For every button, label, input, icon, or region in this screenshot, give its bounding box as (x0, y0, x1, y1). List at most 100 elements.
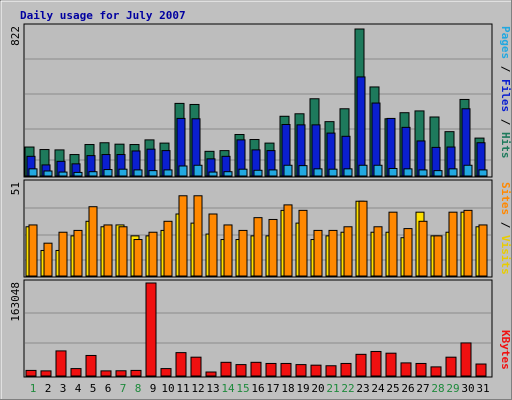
x-tick-label: 8 (135, 382, 142, 395)
bar-sites: Sites 5: 38 (88, 206, 98, 277)
bar-pages: Pages 29: 40 (448, 168, 458, 177)
legend-pages: Pages (499, 26, 512, 59)
bar-sites: Sites 28: 22 (433, 235, 443, 277)
bar-kbytes: KBytes 28: 16000 (430, 366, 442, 377)
bar-kbytes: KBytes 25: 40000 (385, 352, 397, 377)
chart-title: Daily usage for July 2007 (20, 9, 186, 22)
bar-sites: Sites 18: 39 (283, 204, 293, 277)
bar-pages: Pages 30: 60 (463, 164, 473, 177)
x-tick-label: 31 (476, 382, 489, 395)
x-tick-label: 5 (90, 382, 97, 395)
bar-pages: Pages 8: 34 (133, 169, 143, 177)
bar-kbytes: KBytes 16: 24000 (250, 361, 262, 377)
x-tick-label: 14 (221, 382, 235, 395)
bar-sites: Sites 16: 32 (253, 217, 263, 277)
bar-kbytes: KBytes 13: 7000 (205, 371, 217, 377)
bar-sites: Sites 14: 28 (223, 224, 233, 277)
bar-pages: Pages 23: 60 (358, 164, 368, 177)
x-tick-label: 11 (176, 382, 189, 395)
bar-kbytes: KBytes 31: 21000 (475, 363, 487, 377)
x-tick-label: 6 (105, 382, 112, 395)
bar-pages: Pages 4: 20 (73, 171, 83, 177)
bar-sites: Sites 27: 30 (418, 220, 428, 277)
bar-pages: Pages 31: 34 (478, 169, 488, 177)
legend-sites-visits: Sites / Visits (499, 182, 512, 275)
legend-sites: Sites (499, 182, 512, 215)
bar-sites: Sites 24: 27 (373, 226, 383, 277)
bar-kbytes: KBytes 9: 163048 (145, 282, 157, 377)
bar-sites: Sites 12: 44 (193, 195, 203, 277)
bar-kbytes: KBytes 5: 36000 (85, 354, 97, 377)
bar-sites: Sites 30: 36 (463, 209, 473, 277)
legend-kbytes-label: KBytes (499, 330, 512, 370)
bar-pages: Pages 25: 42 (388, 167, 398, 177)
bar-pages: Pages 15: 38 (238, 168, 248, 177)
bar-sites: Sites 9: 24 (148, 231, 158, 277)
bar-sites: Sites 31: 28 (478, 224, 488, 277)
bar-kbytes: KBytes 12: 33000 (190, 356, 202, 377)
x-tick-label: 7 (120, 382, 127, 395)
bar-sites: Sites 26: 26 (403, 228, 413, 277)
bar-pages: Pages 19: 58 (298, 165, 308, 177)
bar-sites: Sites 4: 25 (73, 229, 83, 277)
bar-pages: Pages 22: 40 (343, 168, 353, 177)
bar-pages: Pages 10: 34 (163, 169, 173, 177)
bar-files: Files 25: 322 (386, 117, 396, 177)
bar-pages: Pages 1: 40 (28, 168, 38, 177)
bar-kbytes: KBytes 6: 9000 (100, 370, 112, 377)
bar-pages: Pages 20: 40 (313, 168, 323, 177)
x-tick-label: 21 (326, 382, 339, 395)
bar-pages: Pages 24: 60 (373, 164, 383, 177)
legend-hits: Hits (499, 132, 512, 159)
bar-kbytes: KBytes 17: 22000 (265, 362, 277, 377)
legend-visits: Visits (499, 235, 512, 275)
x-tick-label: 16 (251, 382, 264, 395)
bar-pages: Pages 13: 22 (208, 171, 218, 177)
bar-kbytes: KBytes 14: 24000 (220, 361, 232, 377)
legend-sep: / (499, 119, 512, 132)
x-tick-label: 4 (75, 382, 82, 395)
x-tick-label: 30 (461, 382, 474, 395)
bar-kbytes: KBytes 11: 41000 (175, 352, 187, 377)
bar-sites: Sites 15: 25 (238, 229, 248, 277)
bar-sites: Sites 23: 41 (358, 200, 368, 277)
bar-pages: Pages 18: 60 (283, 164, 293, 177)
x-tick-label: 1 (30, 382, 37, 395)
bar-pages: Pages 26: 40 (403, 168, 413, 177)
bar-pages: Pages 6: 36 (103, 169, 113, 177)
bar-sites: Sites 20: 25 (313, 229, 323, 277)
bar-kbytes: KBytes 27: 22000 (415, 362, 427, 377)
bar-kbytes: KBytes 3: 44000 (55, 350, 67, 377)
bar-kbytes: KBytes 2: 9000 (40, 370, 52, 377)
bar-kbytes: KBytes 21: 18000 (325, 365, 337, 377)
panel-backgrounds (23, 23, 493, 378)
bar-kbytes: KBytes 8: 9800 (130, 369, 142, 377)
bar-kbytes: KBytes 7: 9200 (115, 370, 127, 377)
x-tick-label: 26 (401, 382, 414, 395)
bar-sites: Sites 17: 31 (268, 218, 278, 277)
bar-sites: Sites 29: 35 (448, 211, 458, 277)
visits-y-max-label: 51 (9, 182, 22, 195)
bar-sites: Sites 8: 20 (133, 239, 143, 277)
bar-pages: Pages 16: 32 (253, 169, 263, 177)
x-tick-label: 18 (281, 382, 294, 395)
x-tick-label: 28 (431, 382, 444, 395)
x-tick-label: 17 (266, 382, 279, 395)
legend-kbytes: KBytes (499, 330, 512, 370)
bar-pages: Pages 28: 30 (433, 170, 443, 177)
bar-sites: Sites 7: 27 (118, 226, 128, 277)
bars-layer: Hits 1: 162Files 1: 110Pages 1: 40Visits… (24, 28, 488, 377)
bar-kbytes: KBytes 10: 13000 (160, 368, 172, 377)
x-tick-label: 29 (446, 382, 459, 395)
bar-kbytes: KBytes 24: 43000 (370, 350, 382, 377)
kbytes-panel (23, 279, 493, 378)
bar-kbytes: KBytes 20: 19000 (310, 364, 322, 377)
x-tick-label: 10 (161, 382, 174, 395)
bar-sites: Sites 2: 18 (43, 242, 53, 277)
legend-files: Files (499, 79, 512, 112)
x-tick-label: 19 (296, 382, 309, 395)
bar-files: Files 23: 554 (356, 76, 366, 177)
bar-sites: Sites 3: 24 (58, 231, 68, 277)
bar-kbytes: KBytes 18: 22000 (280, 362, 292, 377)
